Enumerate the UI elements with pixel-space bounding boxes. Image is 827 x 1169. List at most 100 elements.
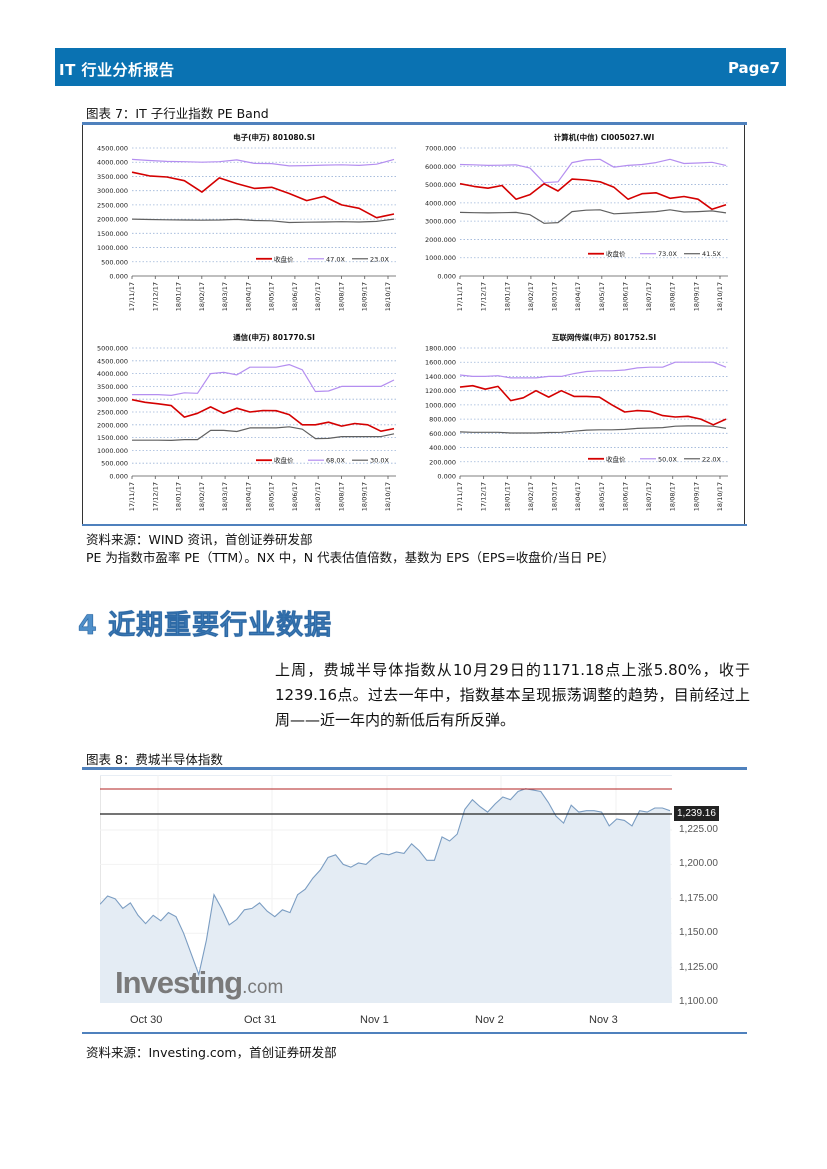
figure7-caption: 图表 7：IT 子行业指数 PE Band <box>86 106 269 121</box>
x-axis-label: Nov 3 <box>589 1014 618 1026</box>
svg-text:通信(申万) 801770.SI: 通信(申万) 801770.SI <box>233 332 315 342</box>
svg-text:18/07/17: 18/07/17 <box>645 282 653 311</box>
svg-text:18/03/17: 18/03/17 <box>551 282 559 311</box>
y-axis-label: 1,125.00 <box>679 961 718 973</box>
svg-text:18/04/17: 18/04/17 <box>574 282 582 311</box>
svg-text:73.0X: 73.0X <box>658 250 677 258</box>
body-paragraph: 上周，费城半导体指数从10月29日的1171.18点上涨5.80%，收于1239… <box>275 661 750 729</box>
svg-text:18/09/17: 18/09/17 <box>692 482 700 511</box>
figure7-top-rule <box>82 122 747 125</box>
svg-text:200.000: 200.000 <box>429 458 456 466</box>
svg-text:收盘价: 收盘价 <box>274 254 294 263</box>
pe-band-chart-electronics: 电子(申万) 801080.SI 4500.000 4000.000 3500.000… <box>84 126 410 324</box>
logo-main: Investing <box>115 965 243 1000</box>
page-number: Page7 <box>727 59 780 77</box>
svg-text:18/01/17: 18/01/17 <box>503 482 511 511</box>
x-axis-label: Oct 30 <box>130 1014 163 1026</box>
svg-text:18/06/17: 18/06/17 <box>291 482 299 511</box>
svg-text:18/01/17: 18/01/17 <box>175 482 183 511</box>
y-axis-label: 1,150.00 <box>679 927 718 939</box>
svg-text:1800.000: 1800.000 <box>425 345 456 353</box>
svg-text:18/03/17: 18/03/17 <box>221 482 229 511</box>
svg-text:17/12/17: 17/12/17 <box>480 282 488 311</box>
svg-text:17/12/17: 17/12/17 <box>151 482 159 511</box>
svg-text:3500.000: 3500.000 <box>97 383 128 391</box>
report-header: IT 行业分析报告 Page7 <box>55 48 786 86</box>
svg-text:18/01/17: 18/01/17 <box>503 282 511 311</box>
svg-text:2000.000: 2000.000 <box>97 421 128 429</box>
pe-band-chart-internet-media: 互联网传媒(申万) 801752.SI 1800.000 1600.000 1400.… <box>412 326 742 524</box>
svg-text:18/05/17: 18/05/17 <box>268 482 276 511</box>
svg-text:2000.000: 2000.000 <box>425 236 456 244</box>
svg-text:18/09/17: 18/09/17 <box>361 282 369 311</box>
svg-text:18/02/17: 18/02/17 <box>527 482 535 511</box>
x-axis-label: Nov 2 <box>475 1014 504 1026</box>
svg-text:4500.000: 4500.000 <box>97 145 128 153</box>
y-axis-label: 1,200.00 <box>679 858 718 870</box>
sox-index-chart <box>99 775 672 1007</box>
figure8-bottom-rule <box>82 1032 747 1034</box>
svg-text:计算机(中信) CI005027.WI: 计算机(中信) CI005027.WI <box>554 132 655 142</box>
svg-text:22.0X: 22.0X <box>702 455 721 463</box>
svg-text:3000.000: 3000.000 <box>425 218 456 226</box>
pe-band-chart-computer: 计算机(中信) CI005027.WI 7000.000 6000.000 5000.… <box>412 126 742 324</box>
svg-text:5000.000: 5000.000 <box>425 181 456 189</box>
svg-text:18/03/17: 18/03/17 <box>551 482 559 511</box>
figure7-note: PE 为指数市盈率 PE（TTM）。NX 中，N 代表估值倍数，基数为 EPS（… <box>86 550 615 565</box>
svg-text:1200.000: 1200.000 <box>425 387 456 395</box>
svg-text:17/11/17: 17/11/17 <box>128 282 136 311</box>
figure7-bottom-rule <box>82 524 747 526</box>
svg-text:800.000: 800.000 <box>429 416 456 424</box>
figure8-source: 资料来源：Investing.com，首创证券研发部 <box>86 1045 337 1060</box>
svg-text:4000.000: 4000.000 <box>97 159 128 167</box>
svg-text:3500.000: 3500.000 <box>97 173 128 181</box>
svg-text:18/08/17: 18/08/17 <box>669 282 677 311</box>
svg-text:0.000: 0.000 <box>109 273 128 281</box>
svg-text:18/04/17: 18/04/17 <box>574 482 582 511</box>
svg-text:17/12/17: 17/12/17 <box>151 282 159 311</box>
svg-text:6000.000: 6000.000 <box>425 163 456 171</box>
svg-text:18/10/17: 18/10/17 <box>716 282 724 311</box>
svg-text:收盘价: 收盘价 <box>274 456 294 465</box>
svg-text:18/10/17: 18/10/17 <box>716 482 724 511</box>
svg-text:1000.000: 1000.000 <box>425 254 456 262</box>
svg-text:18/05/17: 18/05/17 <box>268 282 276 311</box>
svg-text:18/08/17: 18/08/17 <box>337 282 345 311</box>
svg-text:23.0X: 23.0X <box>370 255 389 263</box>
svg-text:5000.000: 5000.000 <box>97 345 128 353</box>
svg-text:68.0X: 68.0X <box>326 457 345 465</box>
svg-text:1000.000: 1000.000 <box>97 447 128 455</box>
investing-logo: Investing.com <box>115 965 283 1001</box>
svg-text:41.5X: 41.5X <box>702 250 721 258</box>
svg-text:600.000: 600.000 <box>429 430 456 438</box>
svg-text:3000.000: 3000.000 <box>97 396 128 404</box>
x-axis-label: Nov 1 <box>360 1014 389 1026</box>
svg-text:2500.000: 2500.000 <box>97 201 128 209</box>
figure8-top-rule <box>82 767 747 770</box>
svg-text:18/02/17: 18/02/17 <box>527 282 535 311</box>
svg-text:18/05/17: 18/05/17 <box>598 282 606 311</box>
svg-text:1000.000: 1000.000 <box>97 244 128 252</box>
svg-text:400.000: 400.000 <box>429 444 456 452</box>
svg-text:18/04/17: 18/04/17 <box>244 282 252 311</box>
svg-text:收盘价: 收盘价 <box>606 249 626 258</box>
svg-text:1500.000: 1500.000 <box>97 434 128 442</box>
report-title: IT 行业分析报告 <box>59 61 175 79</box>
svg-text:18/04/17: 18/04/17 <box>244 482 252 511</box>
svg-text:4000.000: 4000.000 <box>97 370 128 378</box>
svg-text:2000.000: 2000.000 <box>97 216 128 224</box>
last-price-tag: 1,239.16 <box>674 806 719 821</box>
svg-text:18/10/17: 18/10/17 <box>384 282 392 311</box>
svg-text:电子(申万) 801080.SI: 电子(申万) 801080.SI <box>233 132 315 142</box>
logo-suffix: .com <box>242 977 284 998</box>
svg-text:18/01/17: 18/01/17 <box>175 282 183 311</box>
svg-text:18/08/17: 18/08/17 <box>669 482 677 511</box>
svg-text:4500.000: 4500.000 <box>97 357 128 365</box>
svg-text:50.0X: 50.0X <box>658 455 677 463</box>
svg-text:18/07/17: 18/07/17 <box>314 282 322 311</box>
svg-text:4000.000: 4000.000 <box>425 199 456 207</box>
svg-text:17/11/17: 17/11/17 <box>128 482 136 511</box>
y-axis-label: 1,225.00 <box>679 824 718 835</box>
svg-text:18/09/17: 18/09/17 <box>692 282 700 311</box>
y-axis-label: 1,100.00 <box>679 996 718 1007</box>
